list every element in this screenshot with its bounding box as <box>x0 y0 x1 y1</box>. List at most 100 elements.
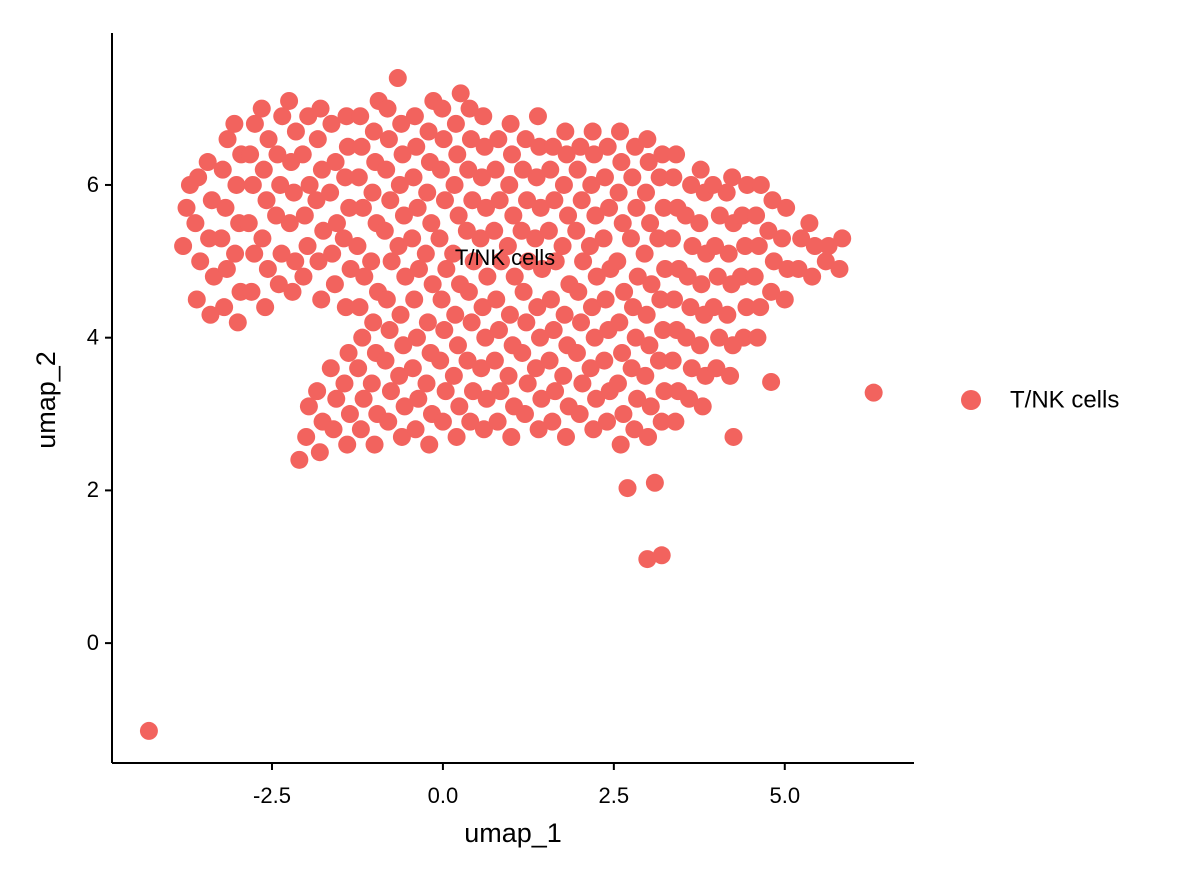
point <box>572 191 591 210</box>
point <box>572 313 591 332</box>
point <box>628 267 647 286</box>
point <box>239 214 258 233</box>
point <box>649 351 668 370</box>
point <box>355 267 374 286</box>
point <box>745 267 764 286</box>
point <box>477 389 496 408</box>
point <box>554 366 573 385</box>
point <box>312 160 331 179</box>
point <box>736 237 755 256</box>
point <box>284 183 303 202</box>
point <box>640 336 659 355</box>
point <box>437 259 456 278</box>
point <box>472 168 491 187</box>
point <box>488 412 507 431</box>
point <box>354 389 373 408</box>
point <box>612 153 631 172</box>
point <box>187 290 206 309</box>
point <box>708 267 727 286</box>
point <box>349 168 368 187</box>
point <box>636 366 655 385</box>
point <box>645 473 664 492</box>
point <box>377 290 396 309</box>
point <box>363 183 382 202</box>
point <box>351 107 370 126</box>
point <box>530 137 549 156</box>
point <box>325 275 344 294</box>
point <box>533 259 552 278</box>
point <box>283 282 302 301</box>
point <box>541 290 560 309</box>
point <box>543 412 562 431</box>
point <box>353 198 372 217</box>
y-tick-label: 6 <box>87 172 99 197</box>
point <box>703 175 722 194</box>
point <box>719 244 738 263</box>
point <box>321 359 340 378</box>
point <box>269 275 288 294</box>
point <box>177 198 196 217</box>
point <box>666 412 685 431</box>
point <box>517 313 536 332</box>
point <box>447 427 466 446</box>
point <box>747 206 766 225</box>
point <box>762 282 781 301</box>
point <box>596 290 615 309</box>
point <box>556 427 575 446</box>
point <box>528 107 547 126</box>
points <box>139 69 883 740</box>
point <box>518 374 537 393</box>
point <box>738 175 757 194</box>
point <box>571 137 590 156</box>
point <box>775 290 794 309</box>
point <box>723 168 742 187</box>
point <box>392 427 411 446</box>
point <box>198 153 217 172</box>
point <box>516 130 535 149</box>
point <box>420 435 439 454</box>
point <box>464 382 483 401</box>
point <box>376 351 395 370</box>
point <box>613 214 632 233</box>
point <box>628 389 647 408</box>
point <box>567 221 586 240</box>
point <box>391 305 410 324</box>
point <box>594 229 613 248</box>
point <box>595 351 614 370</box>
point <box>805 237 824 256</box>
point <box>710 328 729 347</box>
point <box>271 175 290 194</box>
point <box>651 290 670 309</box>
point <box>721 366 740 385</box>
point <box>201 305 220 324</box>
point <box>404 168 423 187</box>
point <box>567 343 586 362</box>
point <box>204 267 223 286</box>
point <box>485 221 504 240</box>
point <box>568 160 587 179</box>
point <box>653 145 672 164</box>
point <box>682 175 701 194</box>
point <box>463 191 482 210</box>
point <box>546 382 565 401</box>
point <box>191 252 210 271</box>
point <box>389 237 408 256</box>
point <box>423 275 442 294</box>
point <box>654 198 673 217</box>
point <box>724 427 743 446</box>
point <box>217 259 236 278</box>
point <box>448 145 467 164</box>
point <box>403 229 422 248</box>
point <box>433 99 452 118</box>
point <box>615 282 634 301</box>
point <box>833 229 852 248</box>
point <box>432 290 451 309</box>
point <box>582 175 601 194</box>
point <box>430 229 449 248</box>
point <box>350 298 369 317</box>
point <box>652 546 671 565</box>
point <box>459 160 478 179</box>
point <box>864 383 883 402</box>
point <box>598 412 617 431</box>
point <box>638 130 657 149</box>
